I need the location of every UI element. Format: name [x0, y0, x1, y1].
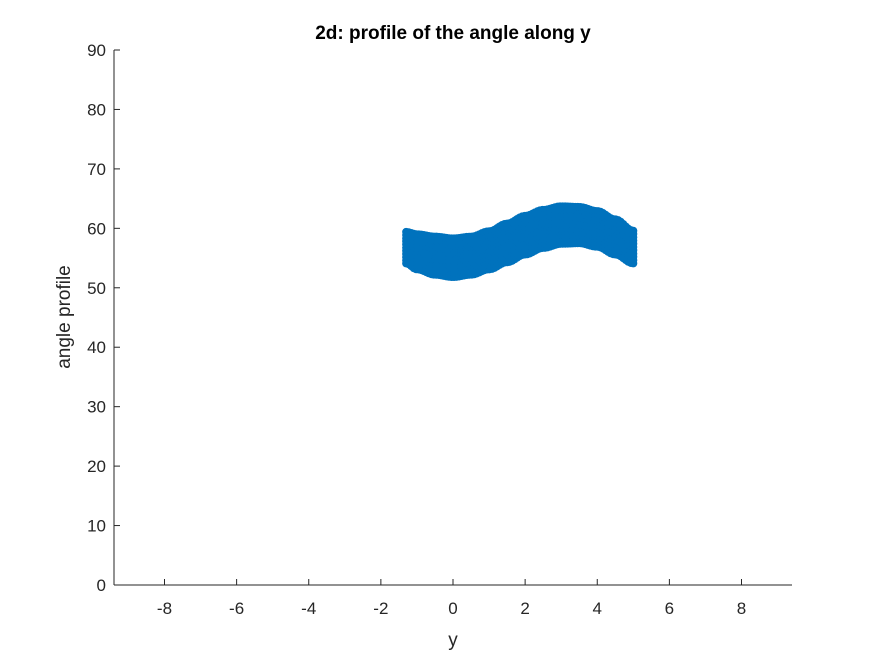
x-tick-label: 0 — [448, 599, 457, 618]
axes — [113, 50, 792, 586]
x-tick-label: -6 — [229, 599, 244, 618]
x-axis-ticks: -8 -6 -4 -2 0 2 4 6 8 — [157, 579, 746, 618]
x-tick-label: 8 — [737, 599, 746, 618]
y-axis-label: angle profile — [54, 265, 75, 369]
x-tick-label: -4 — [301, 599, 316, 618]
x-tick-label: 6 — [665, 599, 674, 618]
y-axis-ticks: 0 10 20 30 40 50 60 70 80 90 — [87, 41, 120, 595]
y-tick-label: 30 — [87, 398, 106, 417]
scatter-point — [629, 226, 638, 235]
y-tick-label: 10 — [87, 517, 106, 536]
chart-title: 2d: profile of the angle along y — [315, 23, 591, 44]
y-tick-label: 50 — [87, 279, 106, 298]
y-tick-label: 70 — [87, 160, 106, 179]
y-tick-label: 90 — [87, 41, 106, 60]
x-axis-label: y — [448, 630, 458, 651]
y-tick-label: 20 — [87, 457, 106, 476]
x-tick-label: -8 — [157, 599, 172, 618]
scatter-series — [402, 202, 638, 282]
x-tick-label: 4 — [593, 599, 602, 618]
y-tick-label: 40 — [87, 338, 106, 357]
plot-area — [402, 202, 638, 282]
y-tick-label: 60 — [87, 219, 106, 238]
x-tick-label: -2 — [373, 599, 388, 618]
x-tick-label: 2 — [520, 599, 529, 618]
y-tick-label: 0 — [97, 576, 106, 595]
y-tick-label: 80 — [87, 100, 106, 119]
